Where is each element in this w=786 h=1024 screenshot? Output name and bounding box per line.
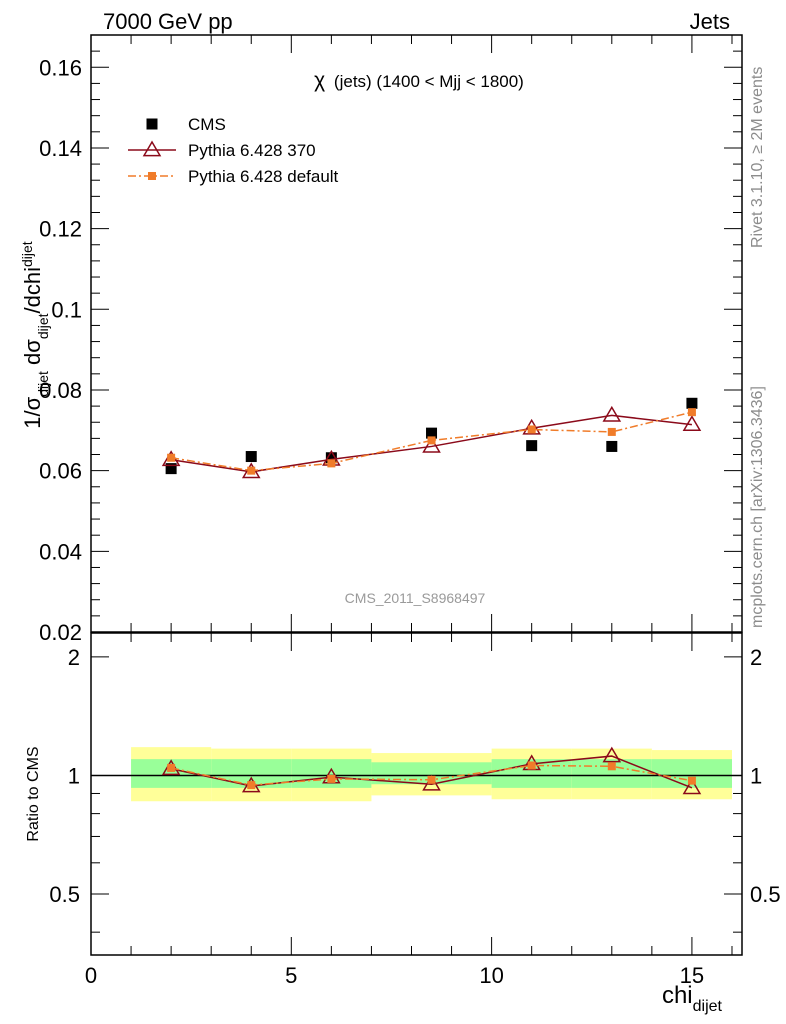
main-plot-data bbox=[161, 397, 702, 479]
legend-entry: Pythia 6.428 370 bbox=[188, 141, 316, 160]
x-tick-label: 10 bbox=[479, 963, 503, 988]
ratio-plot-ticks: 0 5 10 15 0.5 0.5 1 1 2 2 bbox=[49, 633, 781, 988]
y-tick-label: 0.12 bbox=[39, 217, 82, 242]
data-point bbox=[167, 453, 176, 462]
ratio-y-tick-label-left: 2 bbox=[68, 645, 80, 670]
x-tick-label: 15 bbox=[680, 963, 704, 988]
y-axis-label: 1/σdijet dσdijet/dchidijet bbox=[19, 241, 51, 429]
data-point bbox=[422, 436, 441, 453]
y-tick-label: 0.14 bbox=[39, 136, 82, 161]
header-process: Jets bbox=[690, 9, 730, 34]
legend-marker bbox=[148, 172, 156, 180]
data-point bbox=[165, 463, 177, 475]
x-tick-label: 5 bbox=[285, 963, 297, 988]
y-tick-label: 0.1 bbox=[51, 297, 82, 322]
main-plot-ticks: 0.02 0.04 0.06 0.08 0.1 0.12 0.14 0.16 bbox=[39, 34, 742, 645]
data-point bbox=[245, 451, 257, 463]
ratio-y-tick-label-right: 1 bbox=[750, 763, 762, 788]
data-point bbox=[606, 440, 618, 452]
ratio-data-point bbox=[167, 763, 176, 772]
plot-title-rest: (jets) (1400 < Mjj < 1800) bbox=[334, 72, 524, 91]
y-label-a: 1/σ bbox=[20, 396, 45, 428]
legend: CMS Pythia 6.428 370 Pythia 6.428 default bbox=[128, 115, 339, 186]
inner-uncertainty-band bbox=[291, 759, 372, 788]
rivet-label: Rivet 3.1.10, ≥ 2M events bbox=[749, 67, 766, 248]
data-point bbox=[687, 408, 696, 417]
source-label: mcplots.cern.ch [arXiv:1306.3436] bbox=[749, 386, 766, 628]
legend-entry: Pythia 6.428 default bbox=[188, 167, 339, 186]
y-tick-label: 0.08 bbox=[39, 378, 82, 403]
main-plot-panel: 0.02 0.04 0.06 0.08 0.1 0.12 0.14 0.16 χ (jets)… bbox=[19, 34, 743, 645]
ratio-data-point bbox=[682, 778, 702, 795]
ratio-data-point bbox=[607, 762, 616, 771]
ratio-plot-frame bbox=[90, 632, 743, 956]
rivet-prefix: Rivet 3.1.10, bbox=[749, 158, 766, 248]
x-label-sub: dijet bbox=[693, 998, 723, 1015]
data-point bbox=[607, 427, 616, 436]
ratio-data-point bbox=[527, 761, 536, 770]
ratio-uncertainty-bands bbox=[131, 747, 732, 802]
data-point bbox=[602, 405, 622, 422]
ratio-data-point bbox=[247, 781, 256, 790]
y-label-b: dσ bbox=[20, 339, 45, 371]
y-tick-label: 0.16 bbox=[39, 55, 82, 80]
ratio-y-axis-label: Ratio to CMS bbox=[25, 746, 42, 841]
y-label-c: /dchi bbox=[20, 267, 45, 313]
data-point bbox=[427, 436, 436, 445]
ratio-y-tick-label-right: 0.5 bbox=[750, 882, 781, 907]
x-label-main: chi bbox=[662, 982, 693, 1009]
y-label-sub3: dijet bbox=[19, 241, 35, 267]
main-plot-frame bbox=[90, 34, 743, 633]
x-tick-label: 0 bbox=[85, 963, 97, 988]
rivet-suffix: 2M events bbox=[749, 67, 766, 141]
header-energy: 7000 GeV pp bbox=[103, 9, 233, 34]
ratio-y-tick-label-left: 1 bbox=[68, 763, 80, 788]
legend-entry: CMS bbox=[188, 115, 226, 134]
ratio-data-point bbox=[327, 774, 336, 783]
data-point bbox=[325, 452, 337, 464]
plot-title: χ (jets) (1400 < Mjj < 1800) bbox=[314, 69, 524, 92]
y-label-sub1: dijet bbox=[35, 371, 51, 397]
data-point bbox=[247, 466, 256, 475]
x-axis-label: chidijet bbox=[662, 982, 723, 1015]
data-point bbox=[527, 425, 536, 434]
y-tick-label: 0.06 bbox=[39, 459, 82, 484]
y-label-sub2: dijet bbox=[35, 313, 51, 339]
legend-marker bbox=[146, 118, 158, 130]
analysis-watermark: CMS_2011_S8968497 bbox=[345, 590, 486, 606]
data-point bbox=[426, 427, 438, 439]
ratio-data-point bbox=[687, 776, 696, 785]
plot-title-chi: χ bbox=[314, 69, 325, 92]
data-point bbox=[526, 440, 538, 452]
ratio-plot-panel: 0 5 10 15 0.5 0.5 1 1 2 2 Ratio to CMS chidijet bbox=[25, 632, 781, 1015]
data-point bbox=[686, 397, 698, 409]
ratio-y-tick-label-left: 0.5 bbox=[49, 882, 80, 907]
data-point bbox=[327, 459, 336, 468]
ratio-data-point bbox=[427, 775, 436, 784]
legend-marker bbox=[142, 140, 162, 157]
ratio-data-point bbox=[602, 746, 622, 763]
y-tick-label: 0.02 bbox=[39, 620, 82, 645]
y-tick-label: 0.04 bbox=[39, 539, 82, 564]
ratio-plot-data bbox=[161, 746, 702, 795]
rivet-geq: ≥ bbox=[749, 145, 766, 154]
ratio-y-tick-label-right: 2 bbox=[750, 645, 762, 670]
data-point bbox=[682, 415, 702, 432]
